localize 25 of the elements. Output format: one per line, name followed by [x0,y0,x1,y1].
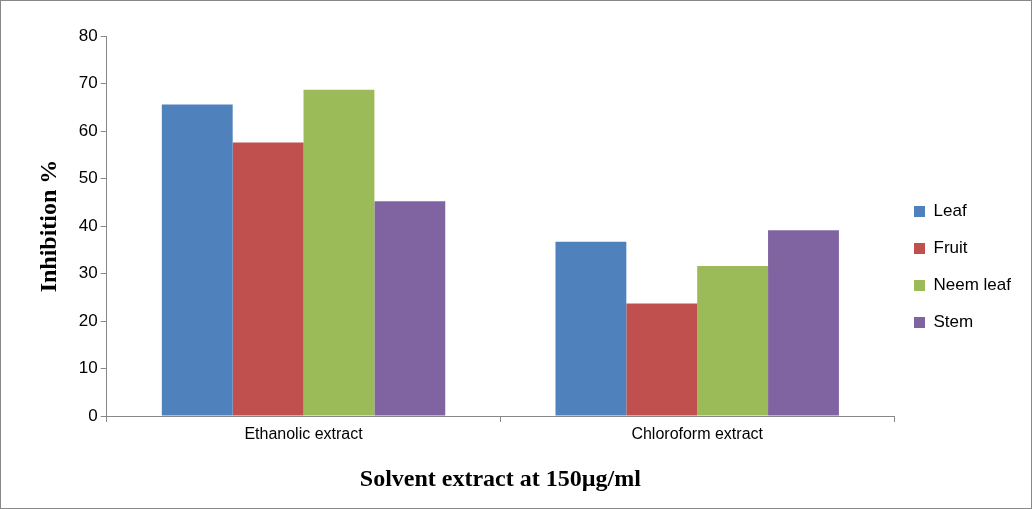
legend-label: Fruit [933,238,968,258]
bar [768,230,839,416]
legend-label: Stem [933,312,974,332]
bar [626,303,698,416]
bar [374,201,446,416]
y-tick-label: 30 [78,263,98,283]
x-tick-label: Ethanolic extract [244,425,364,443]
y-tick-label: 70 [78,73,98,93]
x-axis-title: Solvent extract at 150µg/ml [359,464,642,491]
bar [555,241,627,416]
y-tick-label: 20 [78,310,98,330]
y-tick-label: 60 [78,120,98,140]
legend-label: Neem leaf [933,275,1012,295]
y-axis-title: Inhibition % [34,159,61,293]
y-tick-label: 50 [78,168,98,188]
legend-label: Leaf [933,201,967,221]
y-tick-label: 10 [78,358,98,378]
y-tick-label: 0 [88,405,98,425]
bar [161,104,233,416]
bar [232,142,304,416]
bar [697,265,769,416]
x-tick-label: Chloroform extract [631,425,764,443]
y-tick-label: 80 [78,25,98,45]
y-tick-label: 40 [78,215,98,235]
bar [303,89,375,416]
